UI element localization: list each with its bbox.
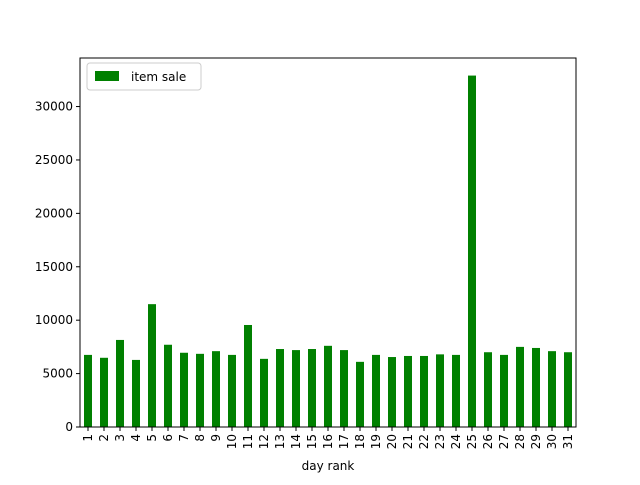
legend-swatch: [95, 71, 119, 81]
bar-day-8: [196, 353, 204, 427]
bar-day-29: [532, 347, 540, 427]
x-tick-label: 1: [81, 434, 95, 442]
plot-frame: [79, 57, 577, 428]
bar-day-17: [340, 350, 348, 427]
x-tick-label: 11: [241, 434, 255, 449]
x-axis: 1 2 3 4 5 6 7 8 9 10 11 12 13 14 15 16 17 18 19 20 21 22 23 24 2…: [81, 427, 575, 449]
x-tick-label: 10: [225, 434, 239, 449]
x-tick-label: 25: [465, 434, 479, 449]
bar-day-18: [356, 361, 364, 427]
bar-day-31: [564, 352, 572, 427]
y-tick-label: 30000: [35, 100, 73, 114]
x-tick-label: 23: [433, 434, 447, 449]
x-tick-label: 29: [529, 434, 543, 449]
y-axis: 0 5000 10000 15000 20000 25000 30000: [35, 100, 80, 434]
legend-entry-item-sale: item sale: [131, 70, 186, 84]
bar-day-23: [436, 354, 444, 427]
legend-box: [86, 62, 202, 91]
bar-day-21: [404, 355, 412, 427]
bar-day-11: [244, 324, 252, 427]
bar-day-13: [276, 349, 284, 427]
x-tick-label: 6: [161, 434, 175, 442]
bar-day-7: [180, 352, 188, 427]
bar-day-28: [516, 346, 524, 427]
bar-day-3: [116, 339, 124, 427]
x-tick-label: 4: [129, 434, 143, 442]
x-tick-label: 3: [113, 434, 127, 442]
x-tick-label: 5: [145, 434, 159, 442]
bar-day-2: [100, 357, 108, 427]
x-tick-label: 2: [97, 434, 111, 442]
bar-day-26: [484, 352, 492, 427]
x-tick-label: 31: [561, 434, 575, 449]
x-tick-label: 9: [209, 434, 223, 442]
bar-day-6: [164, 344, 172, 427]
bar-day-10: [228, 354, 236, 427]
bar-day-24: [452, 354, 460, 427]
bar-day-9: [212, 351, 220, 427]
x-tick-label: 28: [513, 434, 527, 449]
x-tick-label: 22: [417, 434, 431, 449]
x-tick-label: 16: [321, 434, 335, 449]
bar-day-1: [84, 354, 92, 427]
x-tick-label: 8: [193, 434, 207, 442]
x-axis-label: day rank: [302, 459, 355, 473]
x-tick-label: 30: [545, 434, 559, 449]
y-tick-label: 10000: [35, 313, 73, 327]
x-tick-label: 18: [353, 434, 367, 449]
bars-group: [84, 75, 572, 428]
x-tick-label: 20: [385, 434, 399, 449]
bar-day-16: [324, 345, 332, 427]
bar-day-22: [420, 355, 428, 427]
x-tick-label: 27: [497, 434, 511, 449]
x-tick-label: 24: [449, 434, 463, 449]
bar-day-12: [260, 358, 268, 427]
legend: item sale: [86, 62, 202, 91]
bar-day-14: [292, 350, 300, 427]
y-tick-label: 20000: [35, 206, 73, 220]
x-tick-label: 13: [273, 434, 287, 449]
x-tick-label: 15: [305, 434, 319, 449]
bar-day-15: [308, 349, 316, 427]
x-tick-label: 17: [337, 434, 351, 449]
y-tick-label: 5000: [42, 367, 73, 381]
bar-day-25: [468, 75, 476, 428]
y-tick-label: 0: [65, 420, 73, 434]
bar-day-19: [372, 354, 380, 427]
x-tick-label: 7: [177, 434, 191, 442]
x-tick-label: 12: [257, 434, 271, 449]
x-tick-label: 21: [401, 434, 415, 449]
y-tick-label: 15000: [35, 260, 73, 274]
bar-day-4: [132, 359, 140, 427]
x-tick-label: 19: [369, 434, 383, 449]
bar-day-30: [548, 351, 556, 427]
y-tick-label: 25000: [35, 153, 73, 167]
bar-day-27: [500, 354, 508, 427]
x-tick-label: 26: [481, 434, 495, 449]
bar-day-5: [148, 304, 156, 427]
x-tick-label: 14: [289, 434, 303, 449]
bar-day-20: [388, 357, 396, 427]
